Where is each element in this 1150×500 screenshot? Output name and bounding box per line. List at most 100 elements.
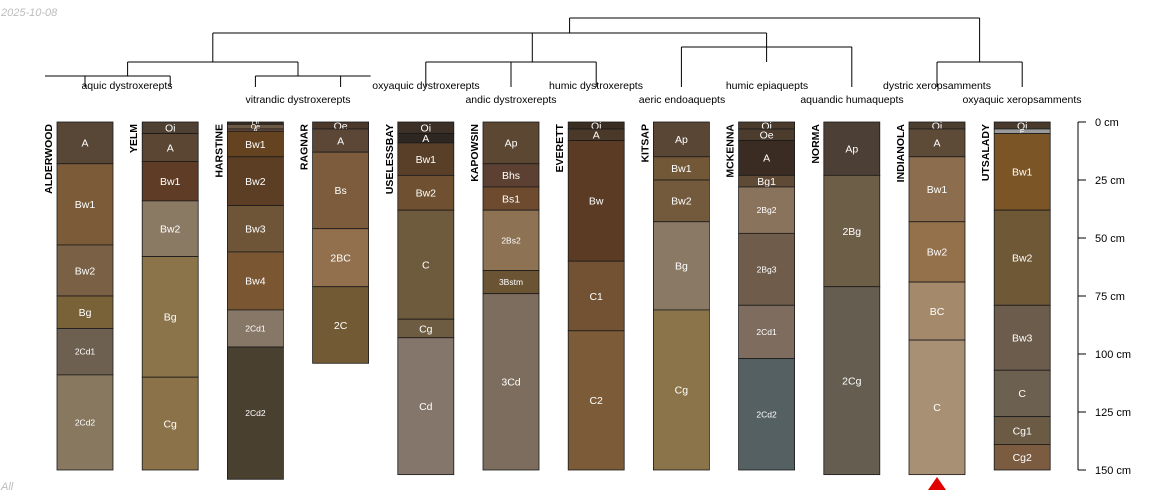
profile-name: USELESSBAY [384, 124, 396, 194]
taxon-label: humic epiaquepts [726, 80, 808, 92]
profile-name: YELM [128, 124, 140, 153]
horizon-label: C [1018, 388, 1026, 400]
horizon-block [908, 339, 966, 476]
profile-kitsap: Ap Bw1 Bw2 Bg Cg KITSAP [639, 121, 710, 471]
profile-uselessbay: OiA Bw1 Bw2 C Cg Cd USELESSBAY [384, 121, 455, 476]
horizon-label: A [422, 133, 429, 145]
axis-tick-label: 150 cm [1095, 465, 1131, 477]
horizon-label: Bhs [502, 170, 520, 182]
horizon-label: A [593, 130, 600, 142]
axis-tick-label: 125 cm [1095, 407, 1131, 419]
horizon-label: 2Bg3 [757, 264, 777, 274]
horizon-label: Bs [334, 185, 346, 197]
horizon-block [738, 358, 795, 471]
horizon-block [653, 121, 710, 158]
horizon-label: Oi [165, 123, 176, 135]
horizon-block [312, 228, 370, 288]
horizon-label: Cd [419, 401, 433, 413]
profile-name: RAGNAR [299, 124, 311, 170]
horizon-label: 2Cd2 [245, 408, 266, 418]
horizon-label: E [1020, 129, 1025, 136]
dendrogram [45, 17, 1023, 87]
taxon-label: dystric xeropsamments [883, 80, 991, 92]
horizon-block [993, 304, 1051, 371]
axis-tick-label: 50 cm [1095, 233, 1125, 245]
horizon-block [482, 293, 540, 471]
horizon-label: Ap [505, 138, 518, 150]
horizon-label: Cg [163, 418, 177, 430]
horizon-label: Cg1 [1013, 425, 1032, 437]
horizon-block [993, 369, 1051, 418]
horizon-block [226, 130, 284, 158]
horizon-label: Cg [419, 323, 433, 335]
horizon-block [56, 121, 114, 165]
horizon-block [226, 309, 284, 348]
horizon-label: Oi [1017, 120, 1028, 132]
horizon-block [908, 221, 966, 283]
horizon-block [56, 163, 114, 246]
horizon-label: Bw4 [245, 276, 266, 288]
marker-triangle [928, 477, 946, 490]
axis-tick-label: 0 cm [1095, 117, 1119, 129]
horizon-label: Ap [675, 134, 688, 146]
profile-name: ALDERWOOD [43, 124, 55, 194]
horizon-block [226, 156, 284, 206]
horizon-label: Oi [591, 120, 602, 132]
horizon-label: Bs1 [502, 193, 520, 205]
horizon-label: Oe [760, 130, 774, 142]
horizon-label: Bw1 [416, 154, 437, 166]
horizon-label: 2Bg2 [757, 205, 777, 215]
horizon-block [653, 179, 710, 223]
horizon-label: 2Cd2 [75, 418, 96, 428]
horizon-label: C [933, 402, 941, 414]
horizon-block [312, 151, 370, 230]
horizon-label: Bw1 [1012, 167, 1033, 179]
horizon-label: Bg1 [757, 176, 776, 188]
taxon-label: oxyaquic xeropsamments [962, 94, 1081, 106]
profile-harstine: OiOeABw1Bw2Bw3Bw42Cd12Cd2HARSTINE [213, 121, 284, 480]
profile-everett: OiA Bw C1 C2 EVERETT [554, 120, 625, 471]
horizon-label: Oi [932, 120, 943, 132]
profile-name: KITSAP [639, 124, 651, 163]
horizon-label: A [81, 138, 88, 150]
taxon-label: vitrandic dystroxerepts [245, 94, 350, 106]
horizon-label: A [337, 135, 344, 147]
horizon-label: Bw3 [245, 224, 266, 236]
horizon-block [56, 328, 114, 376]
horizon-label: 2Cg [842, 375, 861, 387]
horizon-label: Bw1 [927, 184, 948, 196]
horizon-block [567, 260, 625, 332]
taxa-labels: aquic dystroxerepts vitrandic dystroxerep… [81, 80, 1081, 106]
horizon-label: Bw1 [245, 139, 266, 151]
horizon-label: Bw2 [671, 196, 692, 208]
horizon-label: Bw2 [160, 224, 181, 236]
profile-indianola: Oi A Bw1 Bw2 BC C INDIANOLA [895, 120, 966, 476]
horizon-label: A [763, 153, 770, 165]
horizon-label: C1 [589, 291, 603, 303]
horizon-label: C2 [589, 395, 603, 407]
horizon-block [141, 161, 199, 202]
horizon-label: Oe [251, 124, 260, 131]
profile-name: MCKENNA [725, 124, 737, 178]
horizon-block [397, 209, 455, 320]
horizon-block [738, 304, 795, 360]
horizon-block [993, 209, 1051, 306]
taxon-label: aquandic humaquepts [800, 94, 903, 106]
horizon-label: Bw2 [1012, 253, 1033, 265]
taxon-label: oxyaquic dystroxerepts [372, 80, 479, 92]
horizon-block [738, 140, 795, 176]
depth-axis: 0 cm 25 cm 50 cm 75 cm 100 cm 125 cm 150 cm [1077, 117, 1131, 477]
horizon-block [567, 330, 625, 471]
horizon-block [567, 140, 625, 262]
horizon-block [482, 121, 540, 165]
taxon-label: humic dystroxerepts [549, 80, 643, 92]
horizon-label: 3Cd [501, 377, 520, 389]
profile-yelm: Oi A Bw1 Bw2 Bg Cg YELM [128, 121, 199, 471]
corner-stamp: All [1, 481, 14, 493]
horizon-block [141, 376, 199, 471]
horizon-label: Bw2 [416, 188, 437, 200]
horizon-label: 2Cd1 [245, 324, 266, 334]
